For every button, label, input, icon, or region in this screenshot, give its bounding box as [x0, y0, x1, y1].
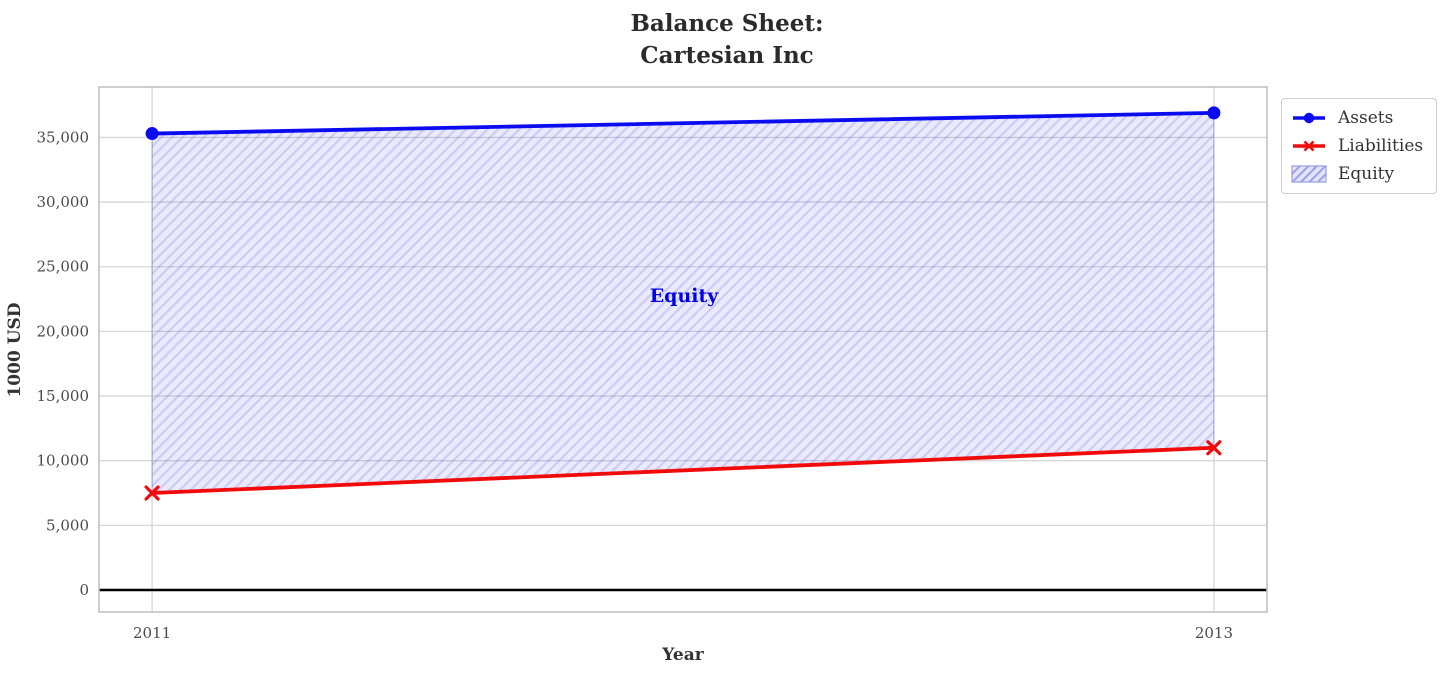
- legend-hatch-patch-icon: [1291, 165, 1327, 183]
- legend-label-liabilities: Liabilities: [1338, 136, 1424, 156]
- legend-label-equity: Equity: [1338, 164, 1395, 184]
- y-tick-label: 5,000: [46, 516, 89, 534]
- x-tick-label: 2013: [1195, 624, 1233, 642]
- x-tick-label: 2011: [133, 624, 171, 642]
- equity-annotation: Equity: [649, 285, 719, 307]
- y-tick-label: 25,000: [37, 258, 90, 276]
- y-tick-label: 10,000: [37, 452, 90, 470]
- series-lines-group: [144, 106, 1222, 501]
- y-tick-label: 35,000: [37, 128, 90, 146]
- legend-label-assets: Assets: [1338, 108, 1394, 128]
- tick-labels-group: 0 5,000 10,000 15,000 20,000 25,000 30,000 35,0…: [37, 128, 1234, 642]
- data-point-assets-2011: [145, 127, 159, 141]
- y-tick-label: 0: [79, 581, 89, 599]
- assets-line-swatch: [1291, 109, 1327, 127]
- equity-patch-swatch: [1291, 165, 1327, 183]
- liabilities-line-swatch: [1291, 137, 1327, 155]
- data-point-liabilities-2013: [1206, 440, 1222, 456]
- x-axis-label: Year: [662, 645, 704, 665]
- assets-line: [150, 110, 1216, 136]
- legend-item-assets: Assets: [1291, 108, 1423, 128]
- y-tick-label: 30,000: [37, 193, 90, 211]
- legend-item-equity: Equity: [1291, 164, 1423, 184]
- chart-title: Balance Sheet: Cartesian Inc: [630, 10, 824, 69]
- y-tick-label: 15,000: [37, 387, 90, 405]
- y-tick-label: 20,000: [37, 322, 90, 340]
- legend: Assets Liabilities Equity: [1281, 98, 1438, 194]
- legend-line-circle-icon: [1293, 112, 1325, 124]
- data-point-assets-2013: [1207, 106, 1221, 120]
- plot-border: [98, 86, 1268, 613]
- y-axis-label: 1000 USD: [5, 302, 25, 398]
- legend-item-liabilities: Liabilities: [1291, 136, 1423, 156]
- data-point-liabilities-2011: [144, 485, 160, 501]
- legend-line-x-icon: [1293, 140, 1325, 152]
- liabilities-line: [150, 445, 1216, 495]
